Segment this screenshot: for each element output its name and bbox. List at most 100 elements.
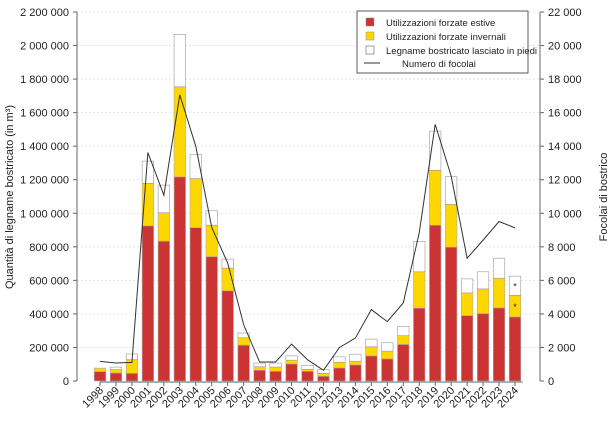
y-tick-label: 1 800 000 bbox=[20, 74, 69, 86]
bar-estive bbox=[301, 370, 314, 382]
bar-in-piedi bbox=[189, 154, 202, 179]
bar-invernali bbox=[173, 86, 186, 178]
bar-estive bbox=[253, 369, 266, 382]
bar-in-piedi bbox=[173, 34, 186, 88]
bar-estive bbox=[477, 313, 490, 382]
legend-label-focolai: Numero di focolai bbox=[402, 59, 476, 70]
bar-estive bbox=[157, 240, 170, 382]
bar-invernali bbox=[285, 359, 298, 365]
legend-swatch-invernali bbox=[365, 31, 375, 41]
bar-in-piedi bbox=[445, 176, 458, 205]
focolai-line bbox=[99, 94, 516, 371]
bar-in-piedi bbox=[413, 241, 426, 273]
bar-estive bbox=[333, 367, 346, 382]
legend: Utilizzazioni forzate estive Utilizzazio… bbox=[356, 10, 537, 74]
bar-invernali bbox=[381, 350, 394, 360]
y-tick-label: 1 600 000 bbox=[20, 108, 69, 120]
y-right-tick-label: 18 000 bbox=[548, 74, 582, 86]
bar-in-piedi bbox=[205, 210, 218, 226]
y-tick-label: 1 400 000 bbox=[20, 141, 69, 153]
y-right-tick-label: 12 000 bbox=[548, 175, 582, 187]
bar-invernali bbox=[333, 361, 346, 369]
y-right-tick-label: 0 bbox=[548, 376, 554, 388]
y-right-tick-label: 14 000 bbox=[548, 141, 582, 153]
bar-estive bbox=[365, 355, 378, 382]
bar-in-piedi bbox=[508, 275, 522, 296]
legend-label-invernali: Utilizzazioni forzate invernali bbox=[386, 32, 506, 43]
bar-estive bbox=[429, 224, 442, 382]
bar-invernali bbox=[429, 170, 442, 226]
bar-in-piedi bbox=[333, 356, 346, 363]
bar-invernali bbox=[189, 178, 202, 228]
bar-estive bbox=[189, 227, 202, 382]
bar-estive bbox=[349, 364, 362, 382]
y-tick-label: 400 000 bbox=[29, 309, 69, 321]
bar-in-piedi bbox=[365, 338, 378, 348]
bar-invernali bbox=[157, 212, 170, 242]
provisional-marker: * bbox=[513, 282, 517, 292]
y-tick-label: 800 000 bbox=[29, 242, 69, 254]
bar-estive bbox=[445, 246, 458, 382]
y-right-tick-label: 8 000 bbox=[548, 242, 576, 254]
bar-in-piedi bbox=[492, 257, 506, 279]
bar-invernali bbox=[413, 271, 426, 309]
bar-invernali bbox=[253, 366, 266, 371]
bar-estive bbox=[397, 344, 410, 382]
bar-in-piedi bbox=[381, 342, 394, 352]
y-right-tick-label: 6 000 bbox=[548, 275, 576, 287]
bar-estive bbox=[285, 363, 298, 382]
bar-in-piedi bbox=[349, 353, 362, 362]
bar-in-piedi bbox=[461, 278, 474, 294]
bar-in-piedi bbox=[109, 366, 123, 370]
bar-invernali bbox=[492, 277, 506, 309]
bar-estive bbox=[173, 176, 186, 382]
bar-estive bbox=[109, 372, 123, 382]
y-right-tick-label: 10 000 bbox=[548, 208, 582, 220]
bar-estive bbox=[205, 256, 218, 382]
y-right-tick-label: 4 000 bbox=[548, 309, 576, 321]
y-tick-label: 1 200 000 bbox=[20, 175, 69, 187]
bar-invernali bbox=[365, 346, 378, 357]
provisional-marker: * bbox=[513, 302, 517, 312]
bar-in-piedi bbox=[253, 362, 266, 368]
bar-estive bbox=[237, 344, 250, 382]
bar-invernali bbox=[317, 372, 330, 377]
bar-invernali bbox=[269, 366, 282, 372]
bar-invernali bbox=[349, 360, 362, 366]
y-tick-label: 2 000 000 bbox=[20, 41, 69, 53]
y-tick-label: 2 200 000 bbox=[20, 7, 69, 19]
y-right-tick-label: 20 000 bbox=[548, 41, 582, 53]
bar-estive bbox=[492, 307, 506, 382]
y-axis-label: Quantità di legname bostricato (in m³) bbox=[4, 105, 16, 289]
y-tick-label: 600 000 bbox=[29, 275, 69, 287]
bar-invernali bbox=[93, 367, 107, 372]
y-axis-right-label: Focolai di bostrico bbox=[598, 153, 610, 242]
bar-estive bbox=[381, 358, 394, 382]
bar-invernali bbox=[237, 337, 250, 346]
legend-swatch-in-piedi bbox=[365, 45, 375, 55]
bar-invernali bbox=[477, 288, 490, 314]
bar-in-piedi bbox=[141, 160, 154, 184]
bar-estive bbox=[508, 316, 522, 382]
y-right-tick-label: 2 000 bbox=[548, 342, 576, 354]
bar-estive bbox=[413, 307, 426, 382]
bar-invernali bbox=[397, 335, 410, 345]
bar-in-piedi bbox=[269, 362, 282, 368]
bar-invernali bbox=[205, 224, 218, 258]
legend-label-in-piedi: Legname bostricato lasciato in piedi bbox=[386, 46, 537, 57]
bar-estive bbox=[141, 225, 154, 382]
bar-estive bbox=[317, 376, 330, 382]
bar-in-piedi bbox=[157, 184, 170, 214]
bar-estive bbox=[93, 371, 107, 382]
y-right-tick-label: 22 000 bbox=[548, 7, 582, 19]
bar-invernali bbox=[301, 368, 314, 372]
bar-in-piedi bbox=[285, 355, 298, 361]
bar-in-piedi bbox=[397, 326, 410, 337]
legend-label-estive: Utilizzazioni forzate estive bbox=[386, 18, 495, 29]
bar-in-piedi bbox=[301, 364, 314, 370]
y-tick-label: 0 bbox=[63, 376, 69, 388]
y-tick-label: 1 000 000 bbox=[20, 208, 69, 220]
bar-estive bbox=[221, 290, 234, 382]
bar-estive bbox=[125, 372, 138, 382]
